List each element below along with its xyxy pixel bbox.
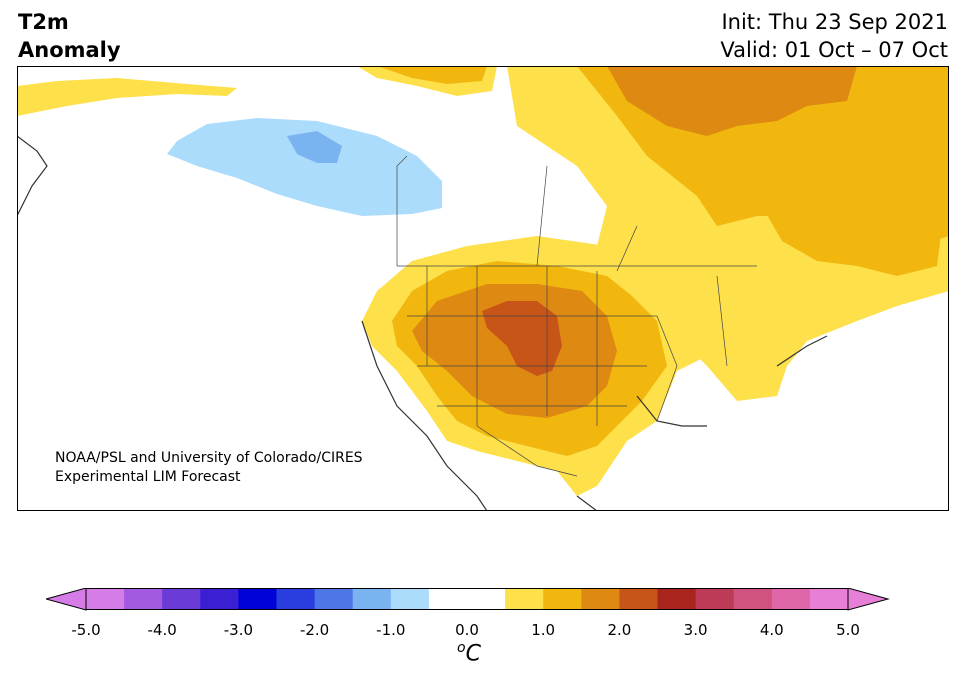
colorbar-cell <box>771 588 811 610</box>
colorbar-cell <box>809 588 849 610</box>
plot-title: T2m Anomaly <box>18 8 121 64</box>
colorbar-cell <box>581 588 620 610</box>
colorbar-cell <box>314 588 354 610</box>
anomaly-eastcanada-3 <box>762 151 942 276</box>
colorbar-outline <box>85 588 849 610</box>
colorbar-cell <box>238 588 277 610</box>
anomaly-alaska <box>17 78 237 116</box>
anomaly-cold-1 <box>167 118 442 216</box>
colorbar-cell <box>505 588 544 610</box>
colorbar-cell <box>276 588 316 610</box>
colorbar-cell <box>428 588 468 610</box>
colorbar-cell <box>352 588 392 610</box>
colorbar-extend-high <box>847 588 890 611</box>
colorbar-cell <box>86 588 125 610</box>
colorbar-tick-label: -4.0 <box>147 621 177 639</box>
anomaly-map <box>17 66 949 511</box>
colorbar-tick-label: 0.0 <box>455 621 479 639</box>
credit-text: NOAA/PSL and University of Colorado/CIRE… <box>55 449 363 487</box>
colorbar-cell <box>467 588 506 610</box>
colorbar-cell <box>124 588 163 610</box>
colorbar-tick-label: 1.0 <box>531 621 556 639</box>
colorbar-cell <box>619 588 658 610</box>
colorbar <box>46 588 890 611</box>
anomaly-arctic-islands-2 <box>377 66 487 84</box>
colorbar-unit: oC <box>444 640 494 666</box>
anomaly-cold-2 <box>287 131 342 163</box>
colorbar-tick-label: 4.0 <box>759 621 784 639</box>
init-date: Init: Thu 23 Sep 2021 <box>721 10 948 34</box>
credit-line-2: Experimental LIM Forecast <box>55 469 241 485</box>
colorbar-tick-label: -3.0 <box>223 621 254 639</box>
map-frame <box>17 66 949 511</box>
colorbar-tick-label: -5.0 <box>71 621 101 639</box>
colorbar-cell <box>657 588 697 610</box>
colorbar-cell <box>695 588 735 610</box>
colorbar-tick-label: -1.0 <box>376 621 406 639</box>
colorbar-cell <box>543 588 582 610</box>
colorbar-cell <box>162 588 201 610</box>
colorbar-extend-low <box>46 588 87 611</box>
unit-degree: o <box>457 640 466 656</box>
valid-date: Valid: 01 Oct – 07 Oct <box>720 38 948 62</box>
colorbar-cell <box>390 588 430 610</box>
title-anomaly: Anomaly <box>18 38 121 62</box>
colorbar-tick-label: 3.0 <box>683 621 708 639</box>
colorbar-cell <box>733 588 773 610</box>
anomaly-us-4 <box>482 301 562 376</box>
colorbar-tick-label: 2.0 <box>607 621 632 639</box>
colorbar-cell <box>200 588 239 610</box>
plot-dates: Init: Thu 23 Sep 2021 Valid: 01 Oct – 07… <box>720 8 948 64</box>
unit-celsius: C <box>465 641 481 667</box>
anomaly-arctic-2 <box>687 66 847 96</box>
state-borders <box>396 155 757 477</box>
credit-line-1: NOAA/PSL and University of Colorado/CIRE… <box>55 450 363 466</box>
colorbar-tick-label: 5.0 <box>836 621 860 639</box>
coastlines <box>17 135 828 511</box>
colorbar-cells <box>86 588 849 610</box>
colorbar-tick-label: -2.0 <box>299 621 330 639</box>
title-variable: T2m <box>18 10 69 34</box>
